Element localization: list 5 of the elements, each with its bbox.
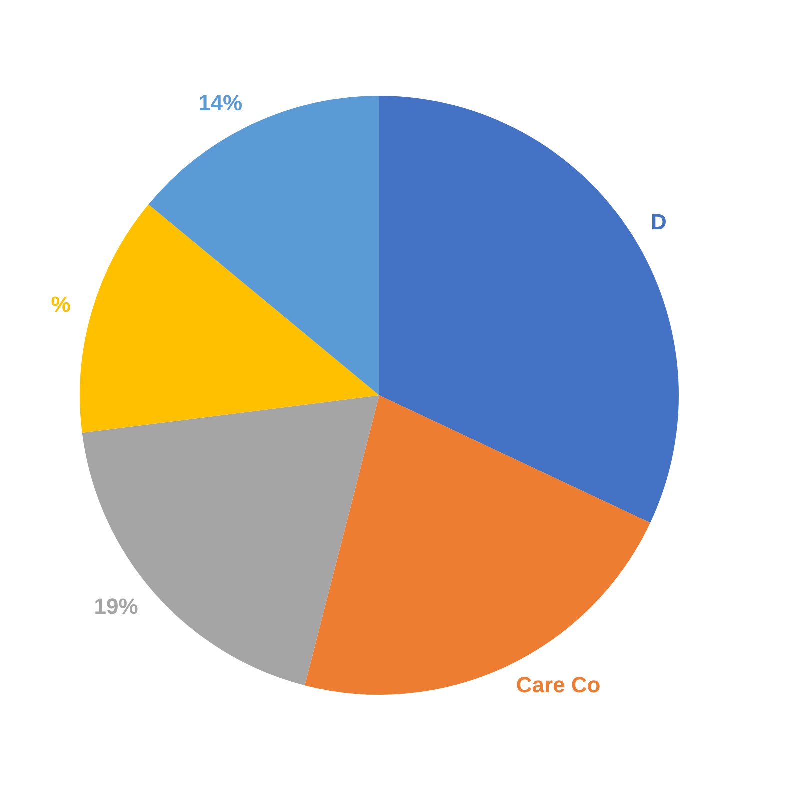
slice-label: Care Co xyxy=(516,672,601,698)
data-label: 19% xyxy=(94,594,138,620)
data-label: % xyxy=(51,292,71,317)
data-label: 14% xyxy=(198,90,243,116)
slice-label: D xyxy=(650,209,667,234)
